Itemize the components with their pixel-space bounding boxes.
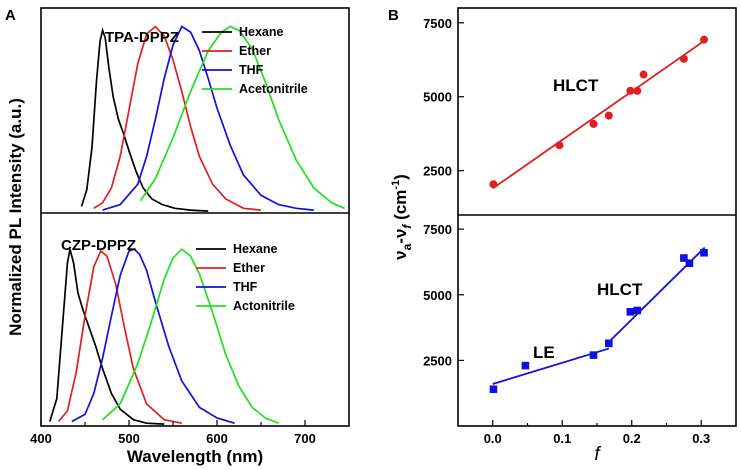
legend-czp: Hexane Ether THF Actonitrile — [196, 242, 295, 313]
data-point — [489, 180, 498, 189]
fit-line — [492, 347, 610, 385]
legend-label-hexane: Hexane — [239, 25, 284, 39]
data-point — [680, 254, 688, 262]
annotation-le: LE — [533, 343, 555, 362]
x-tick-label: 0.0 — [484, 431, 502, 446]
panel-a-frame — [40, 7, 350, 427]
y-tick-label: 7500 — [423, 16, 452, 31]
x-tick-label: 0.1 — [553, 431, 571, 446]
legend-label-acetonitrile: Acetonitrile — [239, 82, 308, 96]
y-tick-label: 5000 — [423, 90, 452, 105]
legend-label-hexane: Hexane — [233, 242, 278, 256]
data-point — [605, 339, 613, 348]
data-point — [555, 141, 564, 150]
chart-title-czp-dppz: CZP-DPPZ — [61, 237, 136, 254]
unit-close: ) — [391, 174, 410, 180]
legend-label-ether: Ether — [233, 261, 265, 275]
x-axis-label-f: f — [594, 444, 601, 465]
y-axis-label-pl-intensity: Normalized PL Intensity (a.u.) — [6, 98, 25, 336]
panel-a-letter: A — [5, 7, 16, 24]
data-point — [700, 35, 709, 44]
annotation-hlct-bottom: HLCT — [597, 280, 643, 299]
y-tick-label: 5000 — [423, 288, 452, 303]
unit-exponent: -1 — [390, 180, 402, 190]
panel-b-letter: B — [388, 7, 399, 24]
data-point — [604, 111, 613, 120]
x-tick-label: 0.2 — [623, 431, 641, 446]
subscript-f: f — [400, 224, 414, 229]
unit-open: (cm — [391, 190, 410, 225]
data-point — [489, 385, 498, 394]
spectrum-line-thf — [102, 25, 314, 211]
data-point — [589, 119, 598, 128]
spectrum-line-hexane — [48, 248, 165, 425]
panel-b-frame — [457, 7, 737, 427]
data-point — [633, 86, 642, 95]
legend-label-thf: THF — [233, 280, 258, 294]
dash-nu: -ν — [391, 229, 410, 244]
data-point — [633, 306, 642, 315]
legend-label-actonitrile: Actonitrile — [233, 299, 295, 313]
panel-a-top-chart — [80, 25, 345, 212]
chart-title-tpa-dppz: TPA-DPPZ — [105, 29, 179, 46]
spectrum-line-hexane — [80, 27, 209, 212]
panel-b-bottom-chart: 2500 5000 7500 0.0 0.1 0.2 0.3 — [423, 222, 710, 446]
spectrum-line-ether — [93, 25, 262, 211]
data-point — [626, 86, 635, 95]
nu-symbol: ν — [391, 250, 410, 259]
x-tick-label: 0.3 — [692, 431, 710, 446]
x-tick-label: 400 — [30, 431, 52, 446]
x-tick-label: 500 — [118, 431, 140, 446]
data-point — [679, 54, 688, 63]
x-axis-label-wavelength: Wavelength (nm) — [127, 447, 263, 466]
panel-a-bottom-chart: 400 500 600 700 — [30, 248, 316, 446]
data-point — [626, 308, 635, 316]
panel-b-top-chart: 2500 5000 7500 — [423, 16, 709, 190]
x-tick-label: 700 — [294, 431, 316, 446]
data-point — [639, 70, 648, 79]
legend-label-thf: THF — [239, 63, 264, 77]
spectrum-line-thf — [71, 248, 235, 425]
data-point — [589, 351, 598, 359]
fit-line — [492, 39, 706, 190]
y-axis-label-energy-difference: νa-νf (cm-1) — [390, 174, 414, 260]
data-point — [685, 259, 694, 268]
x-tick-label: 600 — [206, 431, 228, 446]
spectrum-line-ether — [57, 249, 182, 425]
legend-tpa: Hexane Ether THF Acetonitrile — [202, 25, 308, 96]
spectrum-line-acetonitrile — [139, 25, 345, 210]
subscript-a: a — [400, 243, 414, 250]
y-tick-label: 2500 — [423, 353, 452, 368]
legend-label-ether: Ether — [239, 44, 271, 58]
y-tick-label: 2500 — [423, 164, 452, 179]
annotation-hlct-top: HLCT — [553, 76, 599, 95]
y-tick-label: 7500 — [423, 222, 452, 237]
data-point — [700, 248, 708, 257]
spectrum-line-actonitrile — [102, 248, 279, 424]
data-point — [521, 361, 530, 370]
